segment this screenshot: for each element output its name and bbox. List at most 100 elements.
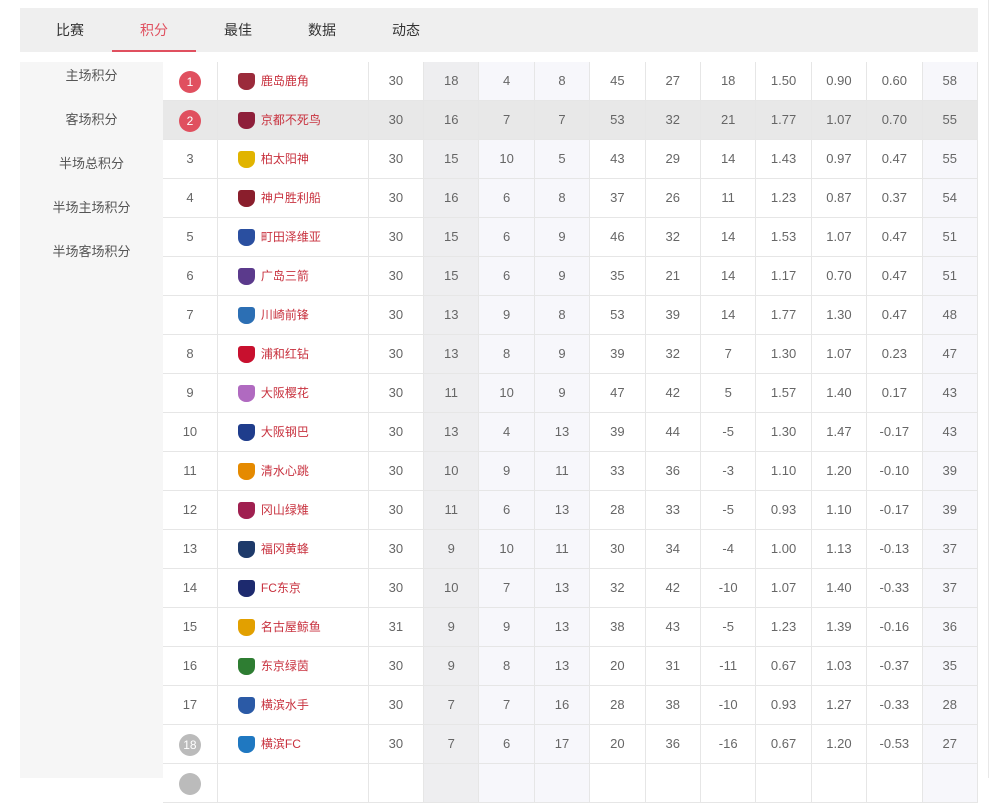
tab-best[interactable]: 最佳 bbox=[224, 22, 252, 38]
team-name-link[interactable]: 横滨水手 bbox=[260, 698, 309, 712]
l-cell: 13 bbox=[534, 491, 591, 529]
team-logo-icon bbox=[237, 150, 255, 168]
gf-cell: 46 bbox=[590, 218, 646, 256]
pts-cell: 36 bbox=[922, 608, 978, 646]
avg-d-cell: -0.33 bbox=[867, 569, 923, 607]
rank-cell: 15 bbox=[163, 608, 218, 646]
team-name-link[interactable]: 名古屋鲸鱼 bbox=[260, 620, 321, 634]
team-name-link[interactable]: 广岛三箭 bbox=[260, 269, 309, 283]
tab-standings[interactable]: 积分 bbox=[112, 8, 196, 52]
table-row[interactable]: 14 FC东京 30 10 7 13 32 42 -10 1.07 1.40 -0.33 37 bbox=[163, 569, 978, 608]
table-row[interactable]: 10 大阪钢巴 30 13 4 13 39 44 -5 1.30 1.47 -0.17 43 bbox=[163, 413, 978, 452]
team-cell: 冈山绿雉 bbox=[218, 491, 369, 529]
tab-match[interactable]: 比赛 bbox=[56, 22, 84, 38]
sidebar-item[interactable]: 半场客场积分 bbox=[52, 244, 131, 259]
table-row[interactable]: 17 横滨水手 30 7 7 16 28 38 -10 0.93 1.27 -0.33 28 bbox=[163, 686, 978, 725]
sidebar-item[interactable]: 客场积分 bbox=[65, 112, 118, 127]
team-cell: 名古屋鲸鱼 bbox=[218, 608, 369, 646]
scrollbar-track[interactable] bbox=[988, 0, 989, 778]
table-row[interactable]: 11 清水心跳 30 10 9 11 33 36 -3 1.10 1.20 -0.10 39 bbox=[163, 452, 978, 491]
team-name-link[interactable]: 川崎前锋 bbox=[260, 308, 309, 322]
tab-news[interactable]: 动态 bbox=[392, 22, 420, 38]
table-row[interactable]: 7 川崎前锋 30 13 9 8 53 39 14 1.77 1.30 0.47 48 bbox=[163, 296, 978, 335]
gf-cell: 35 bbox=[590, 257, 646, 295]
rank-cell: 17 bbox=[163, 686, 218, 724]
team-name-link[interactable]: 神户胜利船 bbox=[260, 191, 321, 205]
team-name-link[interactable]: 大阪钢巴 bbox=[260, 425, 309, 439]
gd-cell: 14 bbox=[701, 140, 757, 178]
team-name-link[interactable]: 冈山绿雉 bbox=[260, 503, 309, 517]
avg-d-cell: -0.10 bbox=[867, 452, 923, 490]
standings-type-menu: 主场积分客场积分半场总积分半场主场积分 半场客场积分 bbox=[20, 62, 163, 778]
team-name-link[interactable]: 福冈黄蜂 bbox=[260, 542, 309, 556]
team-cell: 大阪钢巴 bbox=[218, 413, 369, 451]
team-name-link[interactable]: 浦和红钻 bbox=[260, 347, 309, 361]
team-name-link[interactable]: 鹿岛鹿角 bbox=[260, 74, 309, 88]
table-row[interactable]: 18 横滨FC 30 7 6 17 20 36 -16 0.67 1.20 -0.53 27 bbox=[163, 725, 978, 764]
table-row[interactable]: 15 名古屋鲸鱼 31 9 9 13 38 43 -5 1.23 1.39 -0.16 36 bbox=[163, 608, 978, 647]
team-cell: 町田泽维亚 bbox=[218, 218, 369, 256]
rank: 15 bbox=[182, 619, 198, 634]
pts-cell: 37 bbox=[922, 569, 978, 607]
ga-cell: 26 bbox=[646, 179, 701, 217]
avg-d-cell: 0.17 bbox=[867, 374, 923, 412]
pts-cell: 55 bbox=[922, 101, 978, 139]
gd-cell: 18 bbox=[701, 62, 757, 100]
l-cell: 8 bbox=[534, 62, 591, 100]
team-logo-icon bbox=[237, 501, 255, 519]
avg-a-cell: 1.13 bbox=[812, 530, 868, 568]
pts-cell: 27 bbox=[922, 725, 978, 763]
table-row[interactable]: 1 鹿岛鹿角 30 18 4 8 45 27 18 1.50 0.90 0.60 58 bbox=[163, 62, 978, 101]
cell bbox=[812, 764, 868, 802]
sidebar-item[interactable]: 主场积分 bbox=[65, 68, 118, 83]
avg-a-cell: 1.40 bbox=[812, 374, 868, 412]
table-row[interactable]: 4 神户胜利船 30 16 6 8 37 26 11 1.23 0.87 0.37 54 bbox=[163, 179, 978, 218]
cell bbox=[701, 764, 757, 802]
rank: 5 bbox=[186, 229, 194, 244]
team-cell: FC东京 bbox=[218, 569, 369, 607]
l-cell: 9 bbox=[534, 218, 591, 256]
rank: 9 bbox=[186, 385, 194, 400]
team-name-link[interactable]: 京都不死鸟 bbox=[260, 113, 321, 127]
table-row[interactable]: 2 京都不死鸟 30 16 7 7 53 32 21 1.77 1.07 0.70 55 bbox=[163, 101, 978, 140]
gd-cell: -10 bbox=[701, 569, 757, 607]
team-name-link[interactable]: FC东京 bbox=[260, 581, 301, 595]
table-row[interactable] bbox=[163, 764, 978, 803]
table-row[interactable]: 13 福冈黄蜂 30 9 10 11 30 34 -4 1.00 1.13 -0.13 37 bbox=[163, 530, 978, 569]
team-name-link[interactable]: 町田泽维亚 bbox=[260, 230, 321, 244]
table-row[interactable]: 16 东京绿茵 30 9 8 13 20 31 -11 0.67 1.03 -0.37 35 bbox=[163, 647, 978, 686]
tab-stats[interactable]: 数据 bbox=[308, 22, 336, 38]
w-cell: 10 bbox=[424, 452, 480, 490]
rank-cell: 8 bbox=[163, 335, 218, 373]
sidebar-item[interactable]: 半场总积分 bbox=[58, 156, 124, 171]
team-cell: 横滨FC bbox=[218, 725, 369, 763]
team-name-link[interactable]: 清水心跳 bbox=[260, 464, 309, 478]
d-cell: 7 bbox=[479, 686, 535, 724]
table-row[interactable]: 12 冈山绿雉 30 11 6 13 28 33 -5 0.93 1.10 -0.17 39 bbox=[163, 491, 978, 530]
table-row[interactable]: 8 浦和红钻 30 13 8 9 39 32 7 1.30 1.07 0.23 47 bbox=[163, 335, 978, 374]
team-cell: 浦和红钻 bbox=[218, 335, 369, 373]
team-logo-icon bbox=[237, 111, 255, 129]
gf-cell: 37 bbox=[590, 179, 646, 217]
table-row[interactable]: 3 柏太阳神 30 15 10 5 43 29 14 1.43 0.97 0.47 55 bbox=[163, 140, 978, 179]
avg-f-cell: 0.93 bbox=[756, 491, 812, 529]
p-cell: 30 bbox=[369, 296, 425, 334]
rank: 10 bbox=[182, 424, 198, 439]
d-cell: 7 bbox=[479, 569, 535, 607]
ga-cell: 29 bbox=[646, 140, 701, 178]
team-name-link[interactable]: 大阪樱花 bbox=[260, 386, 309, 400]
gd-cell: -5 bbox=[701, 491, 757, 529]
table-row[interactable]: 5 町田泽维亚 30 15 6 9 46 32 14 1.53 1.07 0.47 51 bbox=[163, 218, 978, 257]
team-name-link[interactable]: 东京绿茵 bbox=[260, 659, 309, 673]
team-name-link[interactable]: 柏太阳神 bbox=[260, 152, 309, 166]
avg-f-cell: 1.00 bbox=[756, 530, 812, 568]
team-logo-icon bbox=[237, 657, 255, 675]
table-row[interactable]: 6 广岛三箭 30 15 6 9 35 21 14 1.17 0.70 0.47 51 bbox=[163, 257, 978, 296]
table-row[interactable]: 9 大阪樱花 30 11 10 9 47 42 5 1.57 1.40 0.17 43 bbox=[163, 374, 978, 413]
team-name-link[interactable]: 横滨FC bbox=[260, 737, 301, 751]
w-cell: 16 bbox=[424, 101, 480, 139]
d-cell: 7 bbox=[479, 101, 535, 139]
rank-cell: 16 bbox=[163, 647, 218, 685]
sidebar-item[interactable]: 半场主场积分 bbox=[52, 200, 131, 215]
p-cell: 30 bbox=[369, 725, 425, 763]
